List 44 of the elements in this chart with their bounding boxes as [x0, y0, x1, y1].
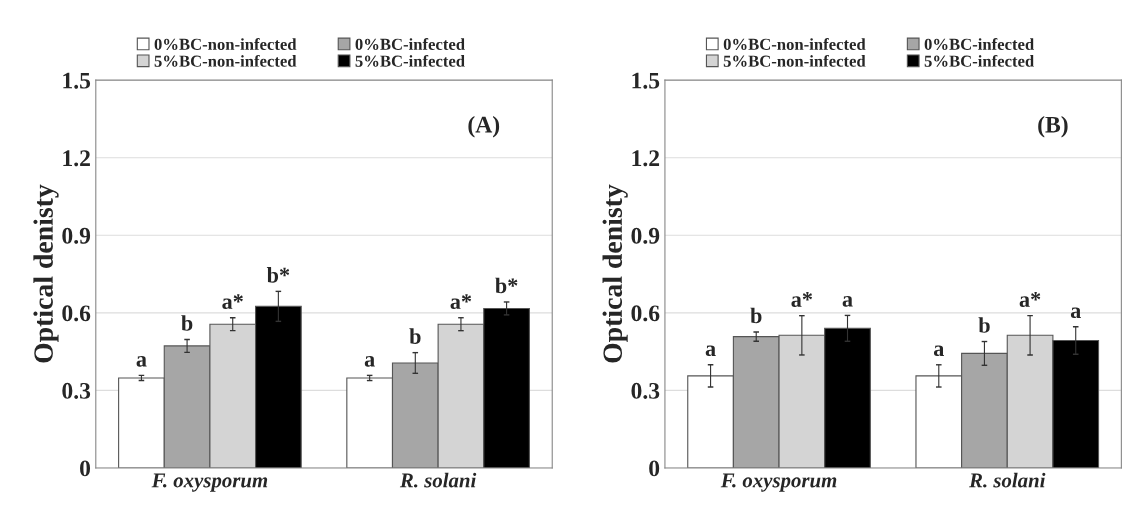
annotation: (A) [468, 116, 500, 138]
annotation: b [750, 307, 762, 324]
annotation: a* [1019, 292, 1041, 307]
annotation: b [409, 328, 421, 344]
y-tick-label: 1.2 [63, 150, 90, 167]
y-tick-label: 0.6 [62, 305, 91, 322]
legend-label: 0%BC-non-infected [154, 38, 297, 50]
y-tick-label: 0.3 [631, 382, 660, 399]
y-tick-label: 1.5 [63, 72, 91, 89]
x-tick-label: F. oxysporum [720, 473, 837, 492]
annotation: a* [791, 292, 813, 307]
x-tick-label: F. oxysporum [151, 473, 268, 492]
annotation: b [181, 315, 193, 331]
annotation: a [136, 356, 147, 367]
legend-label: 0%BC-infected [355, 38, 465, 50]
annotation: a* [450, 294, 472, 310]
legend-label: 0%BC-non-infected [723, 38, 866, 50]
y-axis-title: Optical denisty [33, 184, 59, 363]
y-tick-label: 0.9 [631, 227, 660, 244]
annotation: b* [266, 267, 290, 283]
annotation: a [364, 356, 375, 367]
annotation: (B) [1038, 116, 1068, 138]
y-tick-label: 0.3 [62, 382, 91, 399]
x-tick-label: R. solani [399, 472, 477, 488]
annotation: a* [222, 294, 243, 310]
annotation: a [933, 345, 945, 357]
y-tick-label: 0.9 [62, 227, 91, 244]
annotation: a [705, 345, 716, 357]
legend-label: 0%BC-infected [924, 38, 1035, 50]
y-tick-label: 1.2 [632, 150, 660, 167]
legend-label: 5%BC-non-infected [154, 54, 297, 67]
y-tick-label: 0 [649, 460, 660, 477]
y-tick-label: 0.6 [631, 305, 660, 322]
legend-label: 5%BC-infected [924, 54, 1035, 67]
legend-label: 5%BC-non-infected [723, 54, 866, 67]
y-tick-label: 1.5 [632, 72, 660, 89]
x-tick-label: R. solani [969, 472, 1046, 488]
annotation: a [842, 296, 853, 307]
y-axis-title: Optical denisty [602, 184, 628, 363]
legend-label: 5%BC-infected [355, 54, 465, 67]
annotation: b* [495, 277, 518, 294]
y-tick-label: 0 [80, 460, 91, 477]
annotation: a [1070, 307, 1081, 319]
annotation: b [978, 317, 990, 333]
